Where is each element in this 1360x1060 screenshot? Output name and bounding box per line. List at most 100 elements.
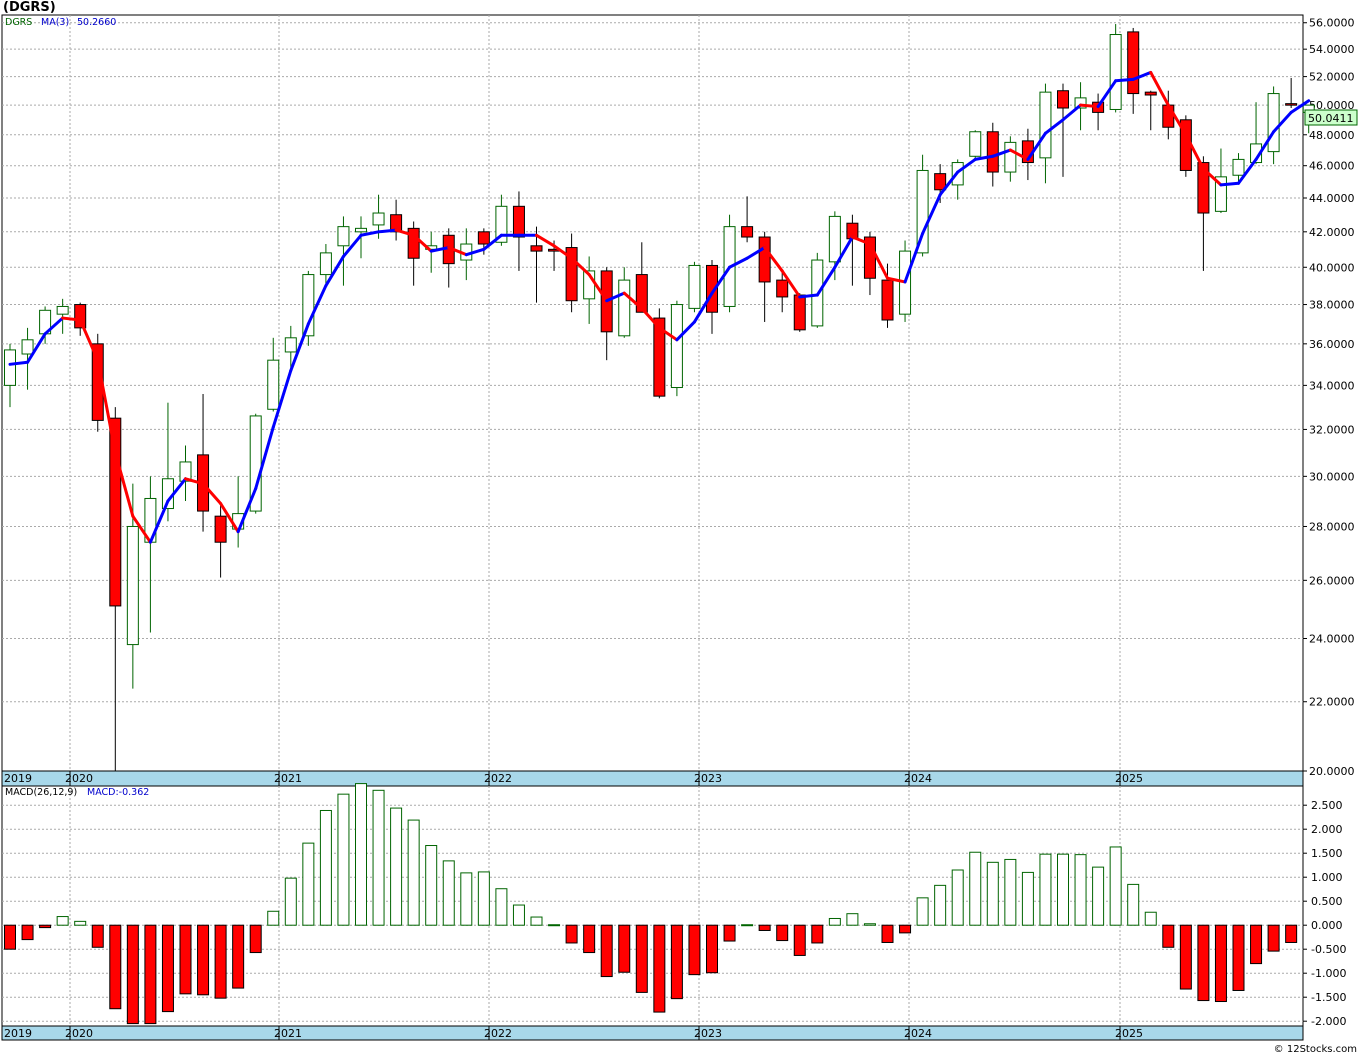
candle-down — [1285, 103, 1298, 106]
ma-segment — [780, 269, 802, 299]
ma-segment — [166, 477, 187, 503]
candle-up — [21, 339, 34, 355]
candle-down — [477, 231, 490, 245]
price-year-label: 2020 — [65, 772, 93, 785]
candle-up — [495, 205, 508, 243]
macd-bar-negative — [161, 924, 174, 1013]
macd-axis: -2.000 -1.500 -1.000 -0.500 0.000 0.500 1.000 1… — [1303, 799, 1346, 1028]
ma-segment — [622, 291, 644, 310]
candle-down — [881, 279, 894, 321]
ma-segment — [833, 235, 854, 269]
ma-segment — [43, 316, 65, 336]
ma-segment — [1061, 103, 1083, 122]
macd-bar-positive — [530, 916, 543, 926]
candle-down — [109, 417, 122, 607]
ma-segment — [26, 332, 47, 364]
ma-segment — [78, 318, 100, 362]
price-year-label: 2022 — [484, 772, 512, 785]
macd-tick-label: 1.500 — [1311, 847, 1343, 860]
candle-up — [916, 169, 929, 254]
price-year-band: 2019 2020 2021 2022 2023 2024 2025 — [1, 770, 1304, 787]
ma-segment — [377, 228, 398, 234]
ma-segment — [1254, 130, 1276, 161]
macd-bar-negative — [758, 924, 771, 931]
macd-bar-negative — [1179, 924, 1192, 990]
macd-year-label: 2022 — [484, 1027, 512, 1040]
price-tick-label: 56.0000 — [1309, 17, 1355, 30]
candle-down — [1057, 90, 1069, 109]
price-tick-label: 42.0000 — [1309, 226, 1355, 239]
macd-bar-positive — [1109, 846, 1122, 926]
macd-bar-positive — [548, 924, 561, 927]
candle-up — [56, 305, 69, 315]
ma-segment — [850, 235, 872, 246]
candle-down — [1127, 31, 1140, 95]
candle-up — [267, 359, 280, 410]
price-year-label: 2023 — [694, 772, 722, 785]
macd-year-band-bg — [1, 1025, 1304, 1041]
candle-down — [934, 173, 947, 191]
macd-bar-positive — [969, 851, 982, 926]
macd-bar-positive — [372, 789, 385, 926]
ma-segment — [219, 501, 240, 534]
ma-segment — [570, 256, 591, 277]
ma-segment — [148, 499, 170, 544]
macd-tick-label: 0.000 — [1311, 919, 1343, 932]
ma-segment — [1008, 148, 1030, 161]
chart-title: (DGRS) — [3, 0, 56, 15]
macd-bar-negative — [635, 924, 648, 993]
macd-legend-label: MACD(26,12,9) — [5, 787, 77, 798]
ma-segment — [640, 306, 661, 330]
candle-up — [302, 274, 315, 337]
ma-segment — [1114, 77, 1135, 83]
macd-bar-negative — [1267, 924, 1280, 952]
macd-bar-positive — [1144, 911, 1157, 926]
price-tick-label: 24.0000 — [1309, 633, 1355, 646]
macd-bar-negative — [776, 924, 789, 942]
macd-bar-negative — [1285, 924, 1298, 943]
price-axis: 20.0000 22.0000 24.0000 26.0000 28.0000 30.00… — [1303, 17, 1355, 778]
macd-bar-positive — [337, 793, 350, 926]
ma-segment — [763, 246, 784, 273]
candle-up — [372, 212, 385, 226]
candle-up — [319, 252, 332, 276]
candle-up — [1232, 158, 1245, 176]
macd-legend-value: MACD:-0.362 — [87, 787, 149, 798]
macd-bar-negative — [1197, 924, 1210, 1002]
price-tick-label: 54.0000 — [1309, 43, 1355, 56]
candle-down — [706, 264, 718, 313]
ma-segment — [815, 265, 837, 297]
macd-year-label: 2020 — [65, 1027, 93, 1040]
macd-bar-positive — [1074, 854, 1087, 926]
candle-up — [355, 227, 367, 233]
ma-segment — [271, 369, 293, 429]
ma-line — [8, 70, 1311, 544]
candle-down — [530, 245, 543, 252]
ma-segment — [1043, 118, 1065, 135]
ma-segment — [1289, 99, 1311, 114]
ma-segment — [552, 244, 574, 260]
macd-bar-positive — [390, 807, 403, 926]
macd-bar-negative — [688, 924, 701, 976]
ma-segment — [447, 246, 468, 257]
macd-bar-positive — [863, 923, 876, 926]
legend-symbol: DGRS — [5, 17, 32, 28]
ma-segment — [973, 154, 995, 161]
last-price-tag-box — [1304, 109, 1358, 126]
macd-tick-label: 2.500 — [1311, 799, 1343, 812]
macd-bar-negative — [793, 924, 806, 956]
macd-bar-negative — [899, 924, 912, 934]
ma-segment — [535, 233, 556, 248]
price-tick-label: 30.0000 — [1309, 470, 1355, 483]
ma-segment — [675, 320, 696, 342]
candle-up — [670, 304, 683, 389]
candle-down — [214, 515, 227, 543]
candle-down — [1162, 104, 1175, 128]
ma-segment — [692, 291, 714, 324]
ma-segment — [903, 232, 925, 284]
ma-segment — [605, 291, 626, 303]
ma-segment — [324, 254, 345, 288]
macd-bar-negative — [91, 924, 104, 948]
ma-segment — [8, 360, 30, 366]
price-tick-label: 26.0000 — [1309, 574, 1355, 587]
